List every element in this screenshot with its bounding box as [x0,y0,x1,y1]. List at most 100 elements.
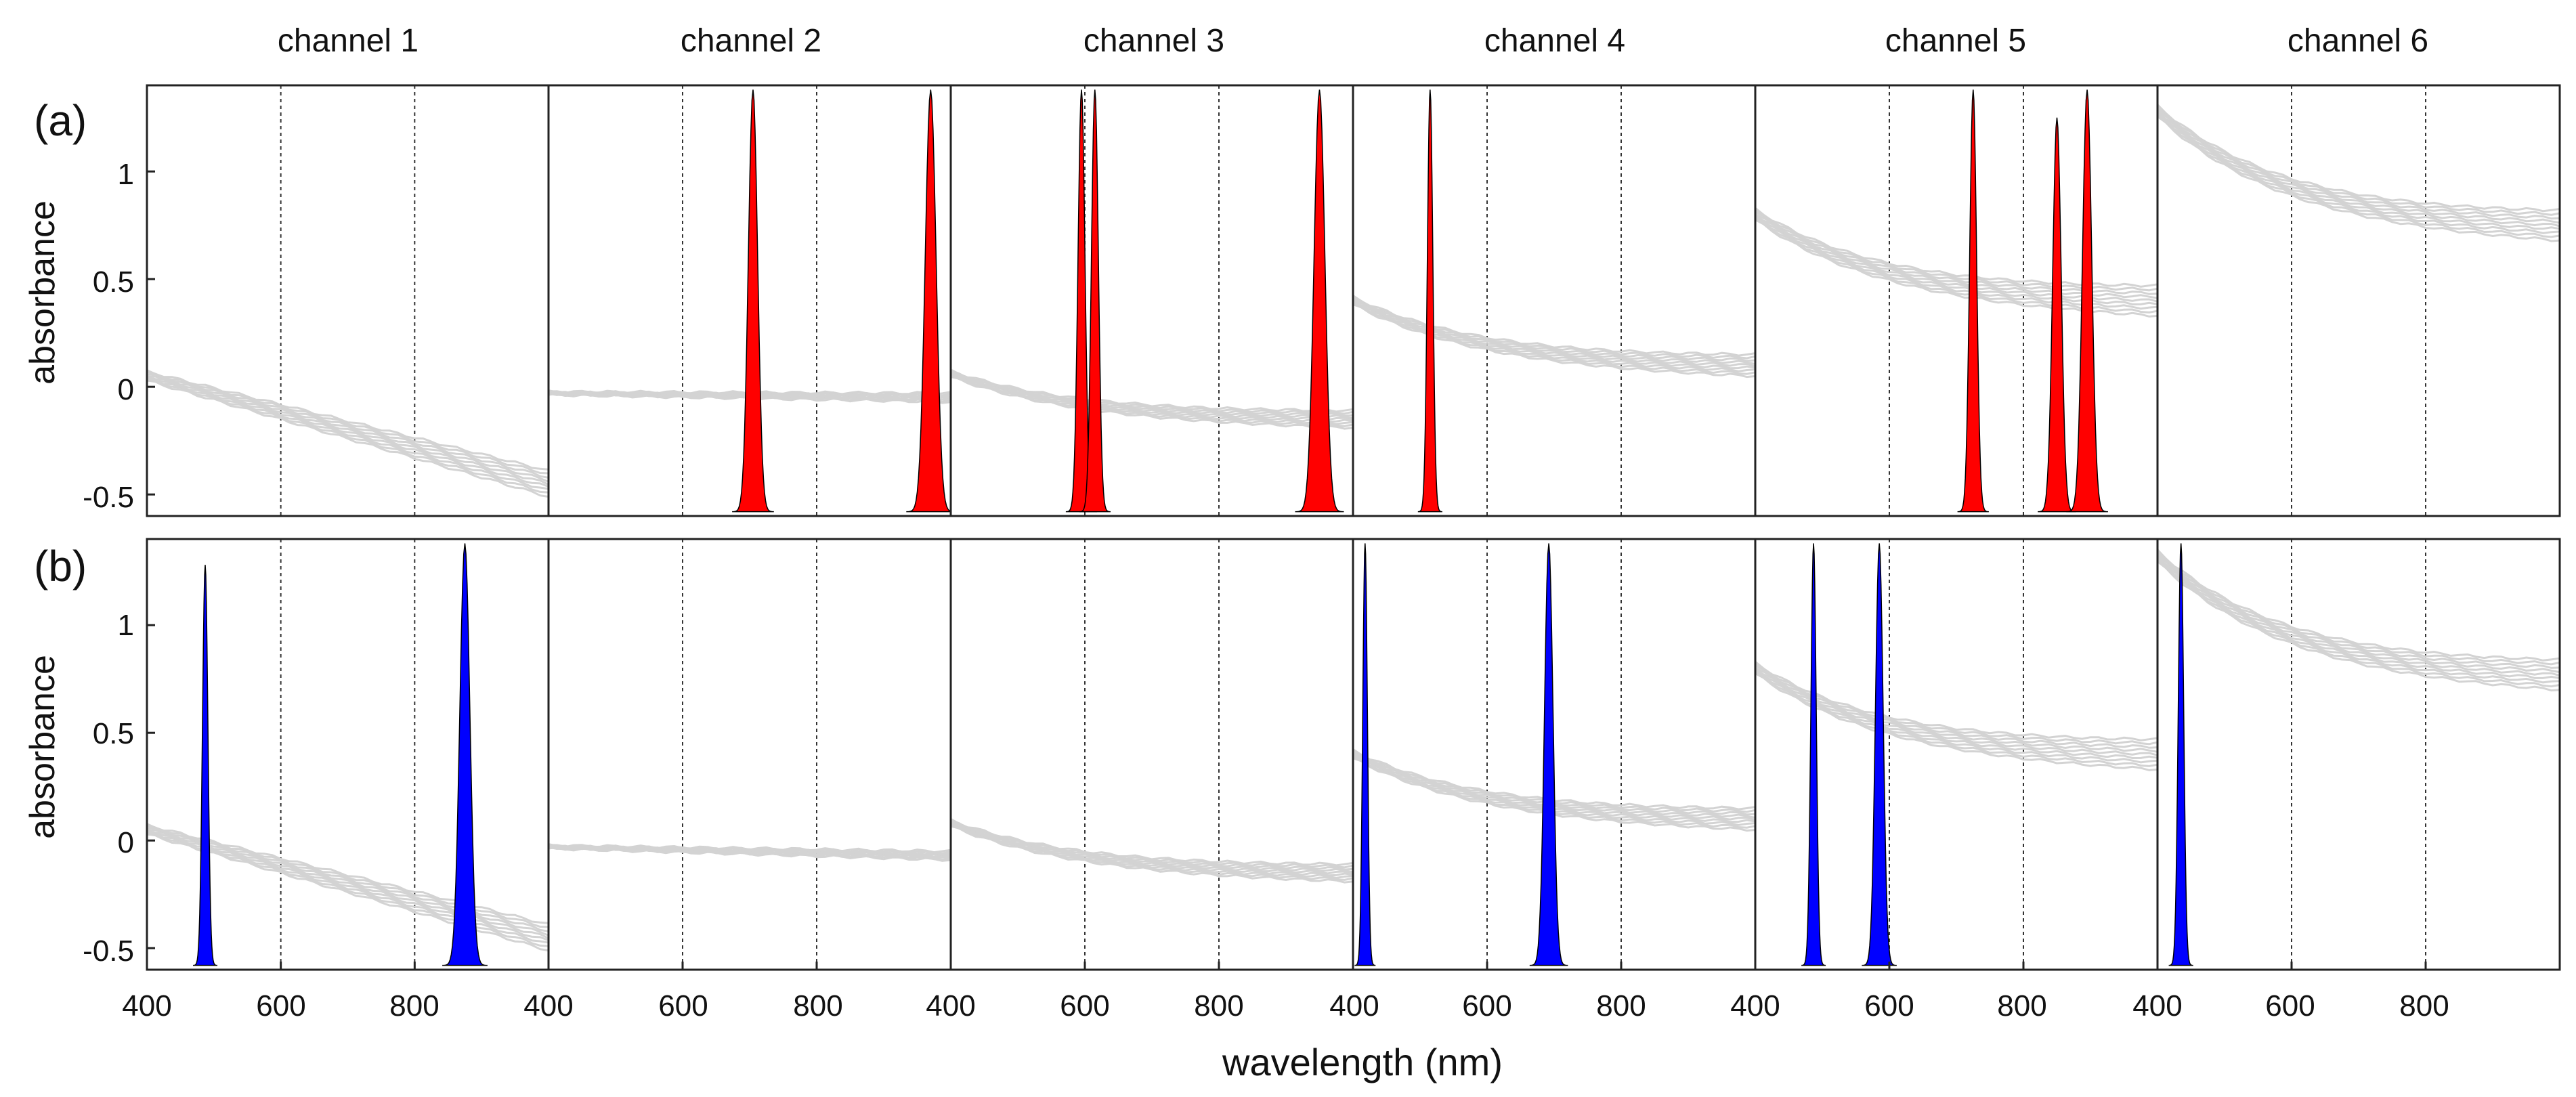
y-tick-label: 0 [118,826,134,859]
spectrum-line [2156,548,2560,662]
spectrum-line [2156,557,2560,679]
x-tick-label: 800 [389,989,439,1023]
panel-background [951,85,1353,516]
peak [2038,117,2076,513]
row-label-b: (b) [34,542,87,590]
channel-title-3: channel 3 [1083,23,1224,59]
panel-background [147,85,549,516]
spectrum-line [2157,553,2560,669]
channel-title-4: channel 4 [1484,23,1625,59]
channel-titles: channel 1 channel 2 channel 3 channel 4 … [278,23,2428,59]
spectrum-line [2157,111,2560,228]
spectrum-line [146,376,549,486]
peak [906,89,956,513]
x-tick-label: 800 [1997,989,2046,1023]
x-tick-label: 400 [1730,989,1780,1023]
spectrum-line [950,818,1354,867]
panel-b-2 [547,538,952,971]
panel-background [549,539,951,970]
panel-background [147,539,549,970]
spectrum-line [1755,668,2158,760]
spectrum-line [2157,115,2560,242]
x-tick-label: 400 [523,989,573,1023]
x-tick-label: 400 [122,989,171,1023]
spectrum-line [146,369,549,471]
spectrum-line [146,375,549,483]
y-tick-label: 0 [118,373,134,406]
panel-frame [2156,84,2561,517]
panel-a-5 [1754,84,2159,517]
spectrum-line [2157,108,2560,220]
spectrum-line [146,823,549,924]
x-tick-label: 600 [256,989,305,1023]
peak [1801,543,1826,966]
peak [1862,543,1897,966]
x-tick-label: 400 [2132,989,2182,1023]
peak [1529,543,1568,966]
x-axis-label: wavelength (nm) [1222,1041,1503,1083]
spectrum-line [2157,556,2560,677]
channel-title-2: channel 2 [681,23,821,59]
panel-b-4 [1352,538,1757,971]
y-tick-label: 1 [118,609,134,642]
peak [1079,89,1111,513]
x-tick-label: 800 [1194,989,1243,1023]
x-tick-label: 600 [658,989,708,1023]
spectrum-line [1755,660,2158,741]
x-tick-label: 800 [1596,989,1646,1023]
spectrum-line [1352,295,1756,357]
spectrum-line [950,368,1354,413]
panel-background [951,539,1353,970]
peak [1417,89,1442,513]
panel-a-3 [949,84,1354,517]
panel-frame [2156,538,2561,971]
y-tick-label: 0.5 [93,717,134,750]
spectrum-line [146,376,549,488]
peak [193,565,217,966]
y-tick-label: 1 [118,158,134,191]
y-tick-label: -0.5 [83,481,134,514]
spectrum-line [1755,672,2158,771]
y-ticks-row-b: 1 0.5 0 -0.5 [83,609,134,968]
x-tick-label: 400 [1329,989,1379,1023]
peak [1354,543,1376,966]
x-tick-label: 600 [2265,989,2315,1023]
panel-a-4 [1352,84,1757,517]
spectrum-line [1755,665,2158,749]
panels [146,84,2561,971]
panel-b-3 [949,538,1354,971]
spectrum-line [1755,668,2158,756]
spectrum-line [2157,555,2560,674]
peak [2066,89,2108,513]
y-tick-label: -0.5 [83,934,134,968]
spectrum-line [146,833,549,951]
spectrum-line [1352,301,1756,368]
spectrum-line [146,830,549,939]
spectrum-line [2157,110,2560,224]
peak [1295,89,1344,513]
peak [732,89,774,513]
spectrum-line [2156,104,2560,213]
y-tick-label: 0.5 [93,265,134,299]
spectrum-line [1755,667,2158,753]
x-tick-label: 800 [2399,989,2449,1023]
y-axis-label-b: absorbance [23,655,62,839]
spectrum-line [548,843,951,854]
spectrum-line [146,830,549,942]
spectrum-line [2156,111,2560,230]
y-axis-label-a: absorbance [23,200,62,385]
panel-b-6 [2156,538,2561,971]
panel-background [1353,85,1755,516]
panel-a-1 [146,84,550,517]
x-tick-label: 400 [926,989,975,1023]
spectrum-line [2157,561,2560,692]
panel-a-2 [547,84,956,517]
spectrum-line [146,829,549,937]
x-ticks: 400 600 800 400 600 800 400 600 800 400 … [122,989,2449,1023]
channel-title-6: channel 6 [2288,23,2428,59]
spectrum-line [146,379,549,498]
x-tick-label: 600 [1060,989,1109,1023]
panel-b-5 [1754,538,2159,971]
channel-title-5: channel 5 [1885,23,2026,59]
